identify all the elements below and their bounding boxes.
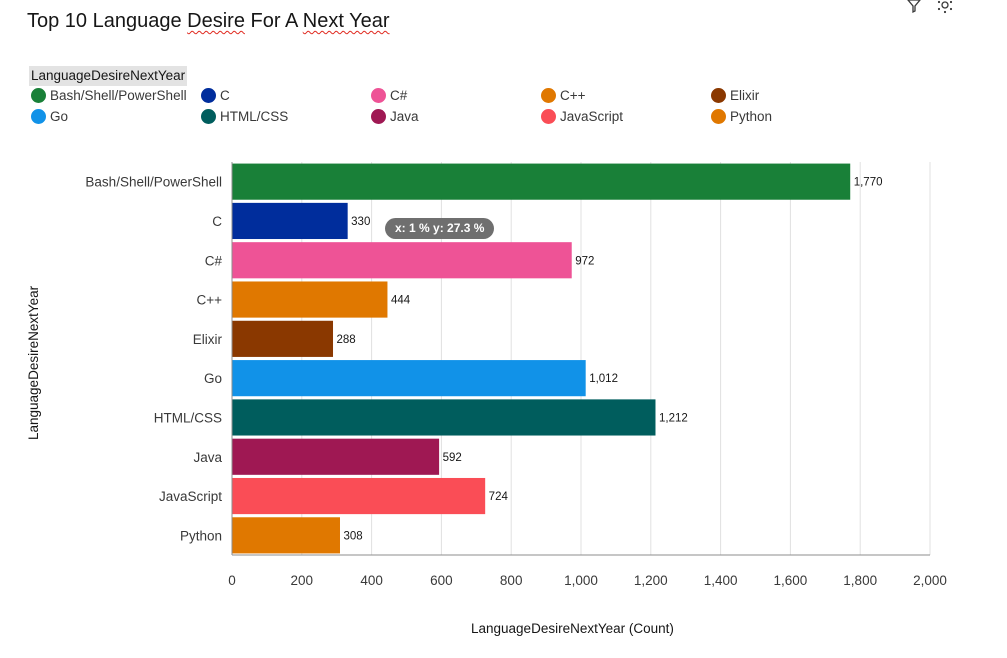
category-label: C# (205, 253, 223, 268)
x-tick-label: 200 (291, 573, 314, 588)
legend-label: C++ (560, 88, 586, 103)
value-label: 1,212 (659, 412, 688, 424)
x-tick-label: 1,000 (564, 573, 598, 588)
legend-item[interactable]: HTML/CSS (201, 109, 288, 124)
bar[interactable] (232, 242, 572, 279)
legend-label: Elixir (730, 88, 760, 103)
legend-swatch (711, 109, 726, 124)
y-axis-title: LanguageDesireNextYear (26, 285, 41, 440)
value-label: 1,770 (854, 177, 883, 189)
value-label: 444 (391, 295, 411, 307)
value-label: 288 (337, 334, 356, 346)
legend-label: Go (50, 109, 69, 124)
legend-swatch (201, 109, 216, 124)
legend-swatch (371, 88, 386, 103)
value-label: 308 (343, 530, 362, 542)
x-tick-label: 400 (360, 573, 383, 588)
legend-item[interactable]: Elixir (711, 88, 759, 103)
x-axis-title: LanguageDesireNextYear (Count) (471, 621, 674, 636)
title-part-spellcheck: Next Year (302, 10, 390, 32)
category-label: Bash/Shell/PowerShell (85, 175, 222, 190)
legend-swatch (31, 88, 46, 103)
x-tick-label: 1,600 (774, 573, 808, 588)
legend: Bash/Shell/PowerShell C C# C++ Elixir Go HTML/… (31, 88, 791, 130)
settings-icon[interactable] (937, 0, 953, 14)
value-label: 592 (443, 452, 462, 464)
filter-icon[interactable] (907, 0, 921, 14)
category-label: JavaScript (159, 489, 222, 504)
bar[interactable] (232, 281, 388, 318)
bar[interactable] (232, 163, 851, 200)
legend-label: C (220, 88, 230, 103)
category-label: Elixir (193, 332, 223, 347)
chart-title: Top 10 Language Desire For A Next Year (27, 10, 390, 33)
bar[interactable] (232, 320, 334, 357)
legend-swatch (541, 109, 556, 124)
bar[interactable] (232, 438, 440, 475)
category-label: C++ (196, 293, 222, 308)
legend-title[interactable]: LanguageDesireNextYear (29, 66, 188, 86)
bar[interactable] (232, 517, 340, 554)
legend-item[interactable]: Python (711, 109, 772, 124)
legend-item[interactable]: C# (371, 88, 407, 103)
x-tick-label: 1,200 (634, 573, 668, 588)
legend-label: C# (390, 88, 408, 103)
category-label: Python (180, 528, 222, 543)
legend-label: Java (390, 109, 419, 124)
legend-swatch (31, 109, 46, 124)
category-label: Go (204, 371, 222, 386)
category-label: Java (193, 450, 222, 465)
legend-swatch (711, 88, 726, 103)
title-part-spellcheck: Desire (187, 10, 245, 32)
bar[interactable] (232, 202, 348, 240)
x-tick-label: 1,800 (843, 573, 877, 588)
bar[interactable] (232, 399, 656, 436)
x-tick-label: 800 (500, 573, 523, 588)
x-tick-label: 0 (228, 573, 236, 588)
legend-label: HTML/CSS (220, 109, 289, 124)
legend-item[interactable]: C (201, 88, 230, 103)
legend-label: JavaScript (560, 109, 624, 124)
category-label: HTML/CSS (154, 410, 222, 425)
value-label: 330 (351, 216, 370, 228)
title-part: For A (244, 10, 303, 32)
legend-swatch (371, 109, 386, 124)
category-label: C (212, 214, 222, 229)
legend-item[interactable]: Go (31, 109, 68, 124)
bar[interactable] (232, 477, 486, 515)
legend-item[interactable]: JavaScript (541, 109, 623, 124)
legend-label: Python (730, 109, 773, 124)
bar[interactable] (232, 360, 586, 397)
coordinate-tooltip: x: 1 % y: 27.3 % (385, 218, 495, 239)
value-label: 724 (489, 491, 509, 503)
x-tick-label: 600 (430, 573, 453, 588)
legend-label: Bash/Shell/PowerShell (50, 88, 187, 103)
legend-item[interactable]: Java (371, 109, 419, 124)
title-part: Top 10 Language (27, 10, 188, 32)
toolbar-icons (907, 0, 953, 14)
legend-item[interactable]: Bash/Shell/PowerShell (31, 88, 187, 103)
legend-item[interactable]: C++ (541, 88, 586, 103)
value-label: 972 (575, 255, 594, 267)
legend-swatch (201, 88, 216, 103)
x-tick-label: 1,400 (704, 573, 738, 588)
value-label: 1,012 (589, 373, 618, 385)
chart-toolbar (904, 0, 964, 16)
x-tick-label: 2,000 (913, 573, 947, 588)
legend-swatch (541, 88, 556, 103)
